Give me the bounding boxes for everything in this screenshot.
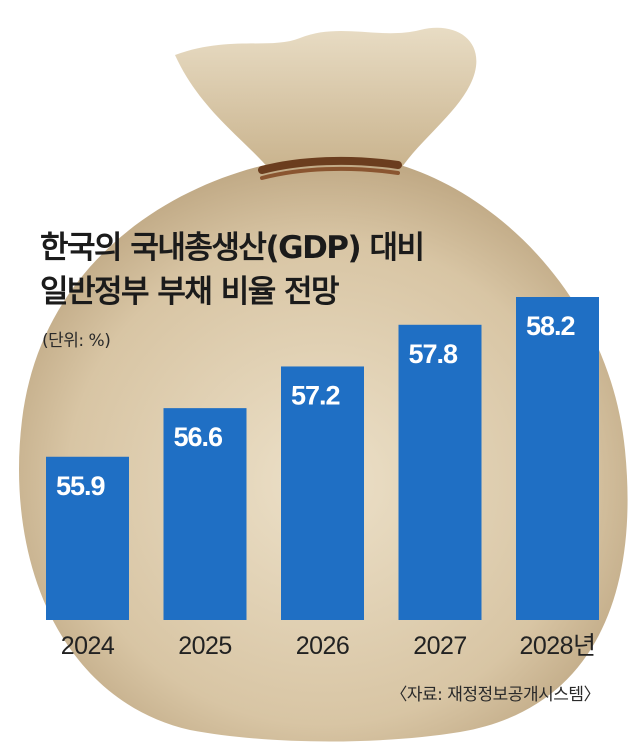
unit-label: (단위: %) [42,331,111,351]
chart-title-line2: 일반정부 부채 비율 전망 [40,274,340,310]
x-tick-label: 2025 [178,632,232,660]
x-tick-label: 2027 [413,632,467,660]
bar-2026 [281,366,364,620]
chart-title-line1: 한국의 국내총생산(GDP) 대비 [40,230,425,266]
bar-2028년 [516,297,599,620]
bar-2027 [398,324,482,620]
bar-value-label: 55.9 [56,471,106,501]
bar-value-label: 56.6 [174,422,224,452]
x-tick-label: 2024 [61,632,115,660]
bar-2024 [46,456,129,620]
bar-2025 [163,408,247,620]
x-tick-label: 2026 [296,632,350,660]
rope-icon [258,156,402,174]
bar-value-label: 57.8 [409,339,459,369]
source-note: 〈자료: 재정정보공개시스템〉 [390,685,600,705]
bar-value-label: 57.2 [291,380,340,410]
bar-value-label: 58.2 [526,311,575,341]
x-tick-label: 2028년 [519,632,595,660]
bag-top-fabric [175,27,477,171]
